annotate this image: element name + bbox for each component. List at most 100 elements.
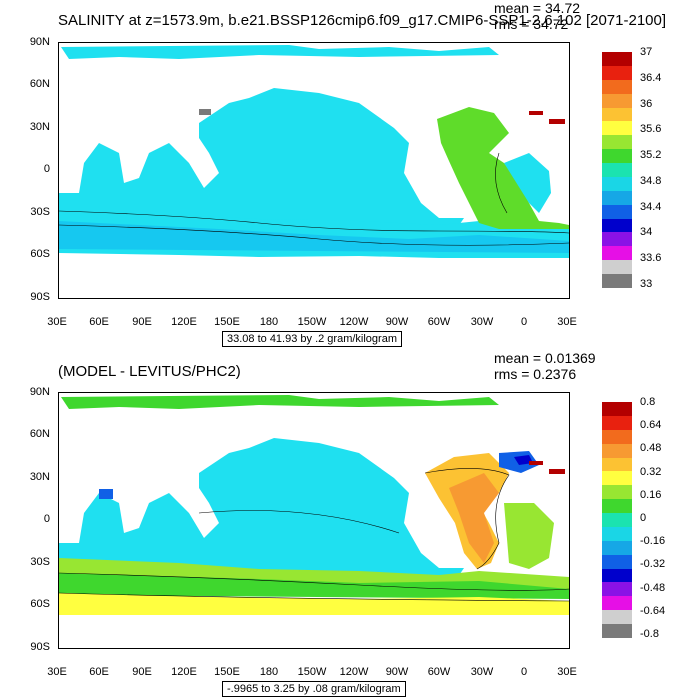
colorbar-label: 35.2: [640, 149, 662, 162]
contour-line: [495, 152, 508, 214]
panel-title: SALINITY at z=1573.9m, b.e21.BSSP126cmip…: [58, 12, 667, 29]
colorbar-label: 0.16: [640, 488, 662, 501]
lon-label: 60E: [89, 666, 109, 678]
colorbar-label: 37: [640, 46, 653, 58]
salinity-panel: SALINITY at z=1573.9m, b.e21.BSSP126cmip…: [29, 0, 667, 347]
lat-label-90n: 90N: [29, 36, 50, 48]
colorbar-swatch: [602, 135, 632, 150]
rms-label: rms = 0.2376: [494, 366, 577, 382]
lon-label: 0: [520, 666, 528, 678]
lon-label: 30E: [47, 316, 67, 328]
arctic-ocean: [61, 395, 499, 409]
lon-label: 0: [520, 316, 528, 328]
colorbar-swatch: [602, 513, 632, 528]
lon-label: 150E: [214, 316, 240, 328]
lon-label: 30E: [557, 666, 577, 678]
colorbar-swatch: [602, 79, 632, 94]
lat-label-0: 0: [43, 163, 50, 175]
colorbar-swatch: [602, 402, 632, 416]
colorbar-swatch: [602, 190, 632, 205]
colorbar-swatch: [602, 232, 632, 247]
lat-label-60n: 60N: [29, 428, 50, 440]
lon-label: 150W: [297, 666, 327, 678]
lat-label-90s: 90S: [30, 641, 50, 653]
lat-label-90n: 90N: [29, 386, 50, 398]
colorbar-swatch: [602, 163, 632, 178]
lon-label: 90E: [132, 666, 152, 678]
lon-label: 90W: [385, 666, 409, 678]
colorbar-label: 36: [640, 97, 653, 110]
contour-range-box: 33.08 to 41.93 by .2 gram/kilogram: [222, 331, 402, 347]
colorbar-swatch: [602, 526, 632, 541]
colorbar-label: 34.4: [640, 200, 662, 213]
mean-label: mean = 34.72: [494, 0, 581, 16]
colorbar-swatch: [602, 176, 632, 191]
colorbar-swatch: [602, 204, 632, 219]
contour-line: [59, 210, 569, 234]
colorbar-swatch: [602, 260, 632, 275]
lon-label: 60W: [427, 666, 451, 678]
lat-label-0: 0: [43, 513, 50, 525]
colorbar-label: 0: [640, 512, 647, 524]
contour-line: [59, 224, 569, 246]
atlantic-ocean: [437, 107, 569, 229]
lon-label: 30E: [557, 316, 577, 328]
colorbar-swatch: [602, 540, 632, 555]
colorbar-swatch: [602, 107, 632, 122]
colorbar-swatch: [602, 610, 632, 625]
lon-label: 120E: [171, 666, 197, 678]
colorbar-label: 36.4: [640, 71, 662, 84]
lon-label: 30W: [470, 666, 494, 678]
lat-label-30s: 30S: [30, 206, 50, 218]
mean-label: mean = 0.01369: [494, 350, 596, 366]
colorbar-swatch: [602, 485, 632, 500]
colorbar-label: 0.48: [640, 442, 662, 455]
difference-colorbar: [602, 402, 632, 639]
colorbar-swatch: [602, 499, 632, 514]
southern-ocean-band-3: [59, 593, 569, 615]
colorbar-label: -0.8: [640, 628, 659, 640]
colorbar-swatch: [602, 274, 632, 289]
indo-pacific-ocean: [59, 438, 464, 593]
contour-line: [59, 572, 569, 591]
lon-label: 90E: [132, 316, 152, 328]
lon-label: 120W: [339, 316, 369, 328]
colorbar-swatch: [602, 93, 632, 108]
lat-label-30n: 30N: [29, 121, 50, 133]
colorbar-label: -0.32: [640, 558, 666, 571]
difference-map-svg: [59, 395, 569, 615]
lon-label: 180: [259, 666, 279, 678]
mediterranean-high: [529, 111, 543, 115]
colorbar-swatch: [602, 121, 632, 136]
difference-panel: (MODEL - LEVITUS/PHC2) mean = 0.01369 rm…: [0, 350, 700, 700]
red-sea-high: [549, 119, 565, 124]
grey-patch: [199, 109, 211, 115]
contour-line: [198, 510, 400, 534]
contour-range-box: -.9965 to 3.25 by .08 gram/kilogram: [222, 681, 406, 697]
salinity-colorbar: [602, 52, 632, 289]
colorbar-label: -0.48: [640, 581, 666, 594]
lat-label-30s: 30S: [30, 556, 50, 568]
lon-label: 90W: [385, 316, 409, 328]
atlantic-strong-anomaly: [449, 473, 499, 563]
south-atlantic-east: [504, 153, 551, 213]
mediterranean-high: [529, 461, 543, 465]
colorbar-label: 33: [640, 278, 653, 290]
lat-label-60s: 60S: [30, 248, 50, 260]
colorbar-label: 0.8: [640, 396, 656, 408]
lon-label: 120E: [171, 316, 197, 328]
colorbar-swatch: [602, 218, 632, 233]
lon-label: 30W: [470, 316, 494, 328]
colorbar-swatch: [602, 624, 632, 639]
lat-label-60n: 60N: [29, 78, 50, 90]
panel-title: (MODEL - LEVITUS/PHC2): [58, 363, 241, 380]
colorbar-label: 34: [640, 226, 653, 239]
colorbar-swatch: [602, 429, 632, 444]
lon-label: 150E: [214, 666, 240, 678]
lon-label: 180: [259, 316, 279, 328]
southern-ocean-band-2: [59, 573, 569, 599]
colorbar-swatch: [602, 596, 632, 611]
contour-line: [59, 592, 569, 602]
colorbar-label: 0.64: [640, 419, 662, 432]
lat-label-60s: 60S: [30, 598, 50, 610]
